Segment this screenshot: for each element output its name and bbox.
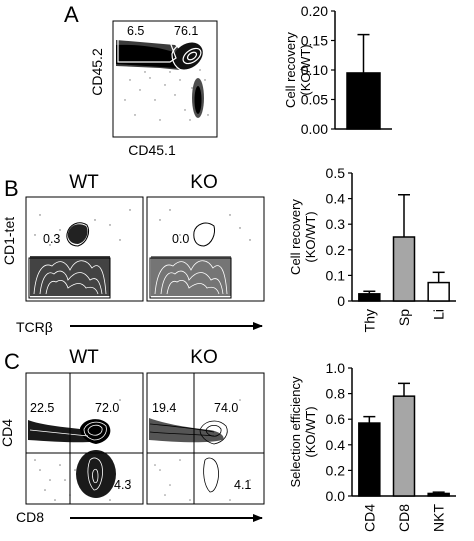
y-tick-label: 0.00: [301, 121, 328, 137]
gate-value: 74.0: [214, 401, 238, 415]
flow-plot-a: 6.5 76.1 CD45.2 CD45.1: [89, 20, 218, 158]
y-tick-label: 0.2: [326, 462, 346, 478]
bar: [358, 293, 381, 302]
bar: [427, 492, 450, 497]
gate-value: 72.0: [95, 401, 119, 415]
flow-plot-b-ko: 0.0: [146, 196, 265, 302]
bar-chart-c: 0.0 0.2 0.4 0.6 0.8 1.0 Selection efficiency (K…: [288, 360, 456, 532]
bar: [346, 72, 381, 130]
y-tick-label: 0.1: [326, 267, 346, 283]
flow-frame-a: [112, 20, 218, 138]
condition-label-wt: WT: [69, 172, 99, 193]
y-tick-label: 1.0: [326, 360, 346, 376]
bar: [427, 281, 450, 302]
y-tick-label: 0.3: [326, 216, 346, 232]
y-tick-label: 0.5: [326, 165, 346, 181]
panel-letter-b: B: [4, 176, 19, 201]
y-axis-title: (KO/WT): [298, 44, 313, 95]
y-tick-label: 0.10: [301, 62, 328, 78]
y-axis-title: Selection efficiency: [288, 376, 303, 488]
y-axis-title: Cell recovery: [283, 32, 298, 108]
gate-value: 0.0: [172, 232, 189, 246]
gate-value: 0.3: [43, 232, 60, 246]
y-tick-label: 0.2: [326, 242, 346, 258]
x-tick-label: Li: [431, 309, 447, 320]
bar: [358, 422, 381, 497]
gate-value: 19.4: [152, 401, 176, 415]
y-tick-label: 0.20: [301, 3, 328, 19]
panel-a: A: [64, 2, 392, 158]
panel-letter-a: A: [64, 2, 79, 27]
x-tick-label: CD8: [396, 504, 412, 532]
gate-value: 6.5: [127, 24, 144, 38]
y-tick-label: 0.8: [326, 386, 346, 402]
y-tick-label: 0.15: [301, 33, 328, 49]
x-tick-label: Thy: [361, 309, 377, 332]
bar: [392, 395, 416, 497]
flow-x-axis-label-a: CD45.1: [128, 142, 176, 158]
panel-c: C WT KO 22.5 72.0: [0, 347, 456, 532]
condition-label-ko: KO: [190, 347, 217, 368]
flow-plot-b-wt: 0.3: [25, 196, 144, 302]
y-tick-label: 0.05: [301, 92, 328, 108]
gate-value: 4.3: [114, 478, 131, 492]
gate-shapes-a: [117, 38, 214, 73]
flow-y-axis-label-a: CD45.2: [89, 48, 105, 96]
gate-value: 22.5: [30, 401, 54, 415]
bar: [392, 236, 416, 302]
panel-b: B WT KO 0.3: [1, 165, 456, 335]
y-axis-title: (KO/WT): [303, 211, 318, 262]
condition-label-ko: KO: [190, 172, 217, 193]
bar-chart-b: 0 0.1 0.2 0.3 0.4 0.5 Cell recovery (KO/WT) Thy S…: [288, 165, 456, 332]
x-tick-label: NKT: [431, 504, 447, 532]
panel-letter-c: C: [4, 349, 20, 374]
y-axis-title: (KO/WT): [303, 406, 318, 457]
x-tick-label: CD4: [361, 504, 377, 532]
flow-x-axis-label-c: CD8: [16, 509, 44, 525]
flow-plot-c-wt: 22.5 72.0 4.3: [25, 372, 144, 505]
flow-x-axis-label-b: TCRβ: [16, 319, 53, 335]
gate-value: 76.1: [174, 24, 198, 38]
gate-value: 4.1: [234, 478, 251, 492]
y-tick-label: 0.4: [326, 437, 346, 453]
condition-label-wt: WT: [69, 347, 99, 368]
y-tick-label: 0.6: [326, 411, 346, 427]
y-tick-label: 0.4: [326, 191, 346, 207]
flow-plot-c-ko: 19.4 74.0 4.1: [146, 372, 265, 505]
y-axis-title: Cell recovery: [288, 199, 303, 275]
x-tick-label: Sp: [396, 309, 412, 326]
flow-y-axis-label-b: CD1-tet: [1, 217, 17, 265]
y-tick-label: 0.0: [326, 488, 346, 504]
y-tick-label: 0: [337, 293, 345, 309]
flow-y-axis-label-c: CD4: [0, 419, 15, 447]
